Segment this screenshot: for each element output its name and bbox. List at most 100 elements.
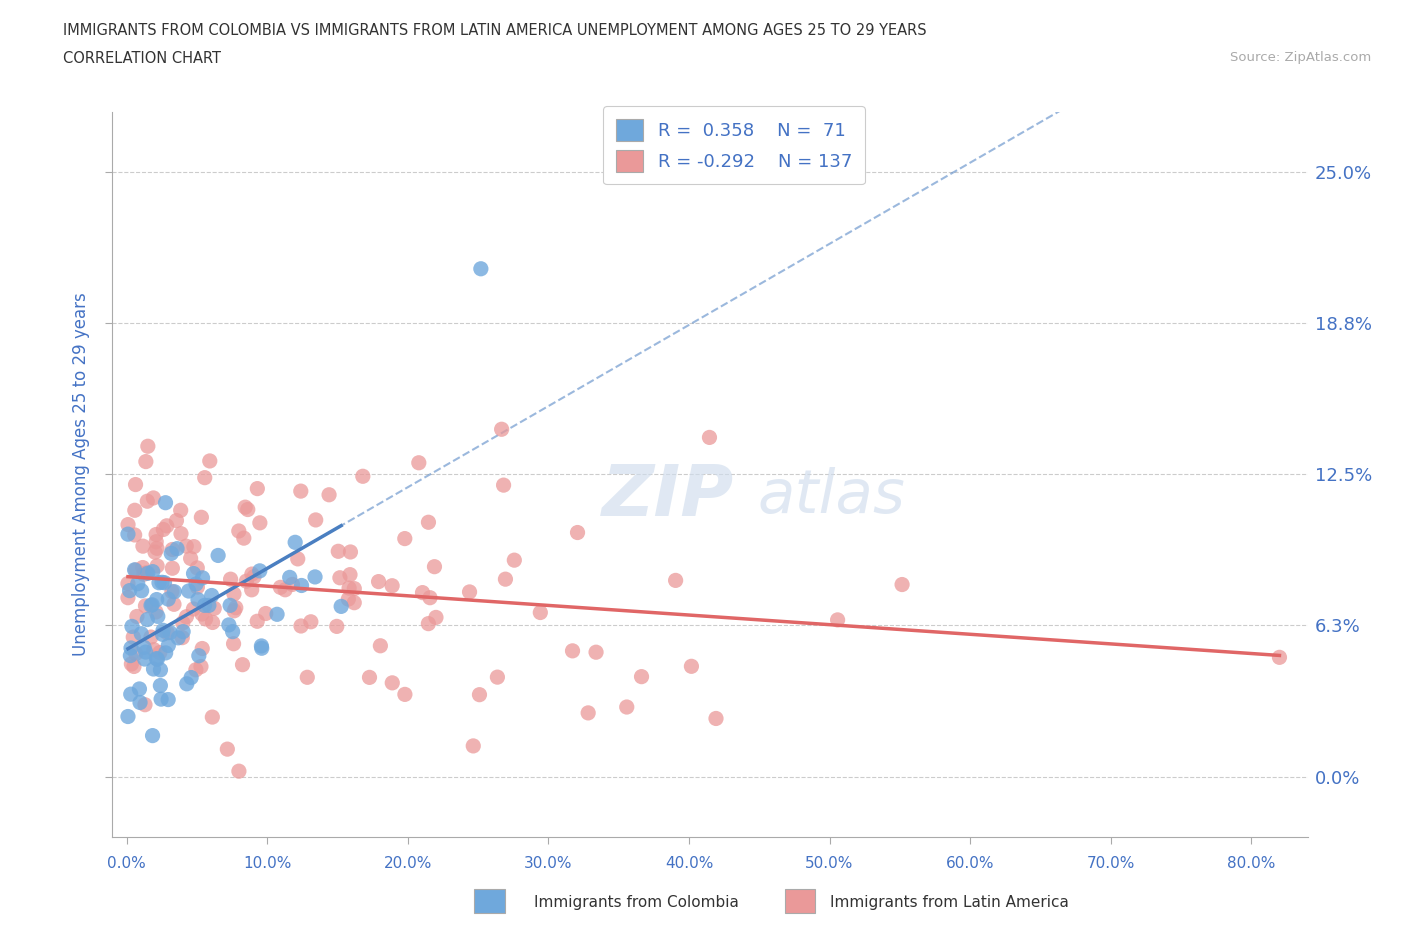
Point — [1268, 650, 1291, 665]
Point — [305, 512, 328, 527]
Point — [370, 638, 392, 653]
Point — [198, 598, 221, 613]
Point — [339, 567, 361, 582]
Point — [201, 615, 224, 630]
Point — [394, 531, 416, 546]
Point — [146, 609, 169, 624]
Point — [134, 652, 156, 667]
Point — [124, 563, 146, 578]
Point — [337, 580, 360, 595]
Y-axis label: Unemployment Among Ages 25 to 29 years: Unemployment Among Ages 25 to 29 years — [72, 292, 90, 657]
Point — [470, 261, 492, 276]
Point — [142, 490, 165, 505]
Point — [343, 581, 366, 596]
Point — [157, 591, 180, 606]
Point — [141, 597, 163, 612]
Point — [236, 502, 259, 517]
Point — [191, 570, 214, 585]
Text: ZIP: ZIP — [602, 461, 734, 530]
Point — [183, 602, 205, 617]
Point — [359, 670, 381, 684]
Point — [153, 576, 176, 591]
Point — [529, 605, 551, 620]
Point — [150, 692, 173, 707]
Point — [394, 687, 416, 702]
Point — [117, 576, 139, 591]
Point — [224, 604, 246, 618]
Point — [156, 625, 179, 640]
Point — [142, 661, 165, 676]
Point — [337, 591, 360, 606]
Point — [339, 545, 361, 560]
Point — [131, 560, 153, 575]
Point — [184, 577, 207, 591]
Point — [162, 561, 184, 576]
Point — [269, 580, 291, 595]
Point — [411, 585, 433, 600]
Point — [491, 422, 513, 437]
Point — [630, 670, 652, 684]
Point — [155, 496, 177, 511]
Point — [120, 686, 142, 701]
Point — [367, 574, 389, 589]
Point — [174, 538, 197, 553]
Point — [149, 645, 172, 660]
Point — [129, 626, 152, 641]
Point — [561, 644, 583, 658]
Point — [343, 595, 366, 610]
Point — [425, 610, 447, 625]
Point — [135, 644, 157, 659]
Point — [118, 583, 141, 598]
Text: 10.0%: 10.0% — [243, 857, 291, 871]
Point — [170, 503, 193, 518]
Point — [187, 592, 209, 607]
Point — [201, 588, 224, 603]
Point — [142, 728, 165, 743]
Point — [131, 583, 153, 598]
Point — [167, 631, 190, 645]
Point — [124, 477, 146, 492]
Point — [228, 524, 250, 538]
Point — [249, 515, 271, 530]
Point — [145, 604, 167, 619]
Point — [134, 599, 156, 614]
Point — [381, 675, 404, 690]
Point — [281, 577, 304, 591]
Point — [177, 584, 200, 599]
Point — [827, 613, 849, 628]
Point — [136, 494, 159, 509]
Point — [121, 619, 143, 634]
Point — [149, 678, 172, 693]
Text: 40.0%: 40.0% — [665, 857, 713, 871]
Point — [231, 658, 253, 672]
Point — [187, 648, 209, 663]
Point — [704, 711, 727, 726]
Point — [243, 569, 266, 584]
Point — [233, 499, 256, 514]
Point — [328, 544, 350, 559]
Point — [122, 659, 145, 674]
Point — [576, 706, 599, 721]
Point — [240, 582, 263, 597]
Text: 0.0%: 0.0% — [107, 857, 146, 871]
Text: 30.0%: 30.0% — [524, 857, 572, 871]
Point — [221, 624, 243, 639]
Point — [201, 710, 224, 724]
Point — [274, 582, 297, 597]
Point — [160, 584, 183, 599]
Point — [152, 627, 174, 642]
Point — [148, 576, 170, 591]
Point — [124, 563, 146, 578]
Text: 20.0%: 20.0% — [384, 857, 432, 871]
Point — [142, 643, 165, 658]
Point — [145, 534, 167, 549]
Point — [152, 522, 174, 537]
Point — [232, 531, 254, 546]
Point — [494, 572, 516, 587]
Point — [222, 636, 245, 651]
Point — [240, 566, 263, 581]
Point — [254, 606, 277, 621]
Point — [287, 551, 309, 566]
Point — [249, 564, 271, 578]
Point — [146, 652, 169, 667]
